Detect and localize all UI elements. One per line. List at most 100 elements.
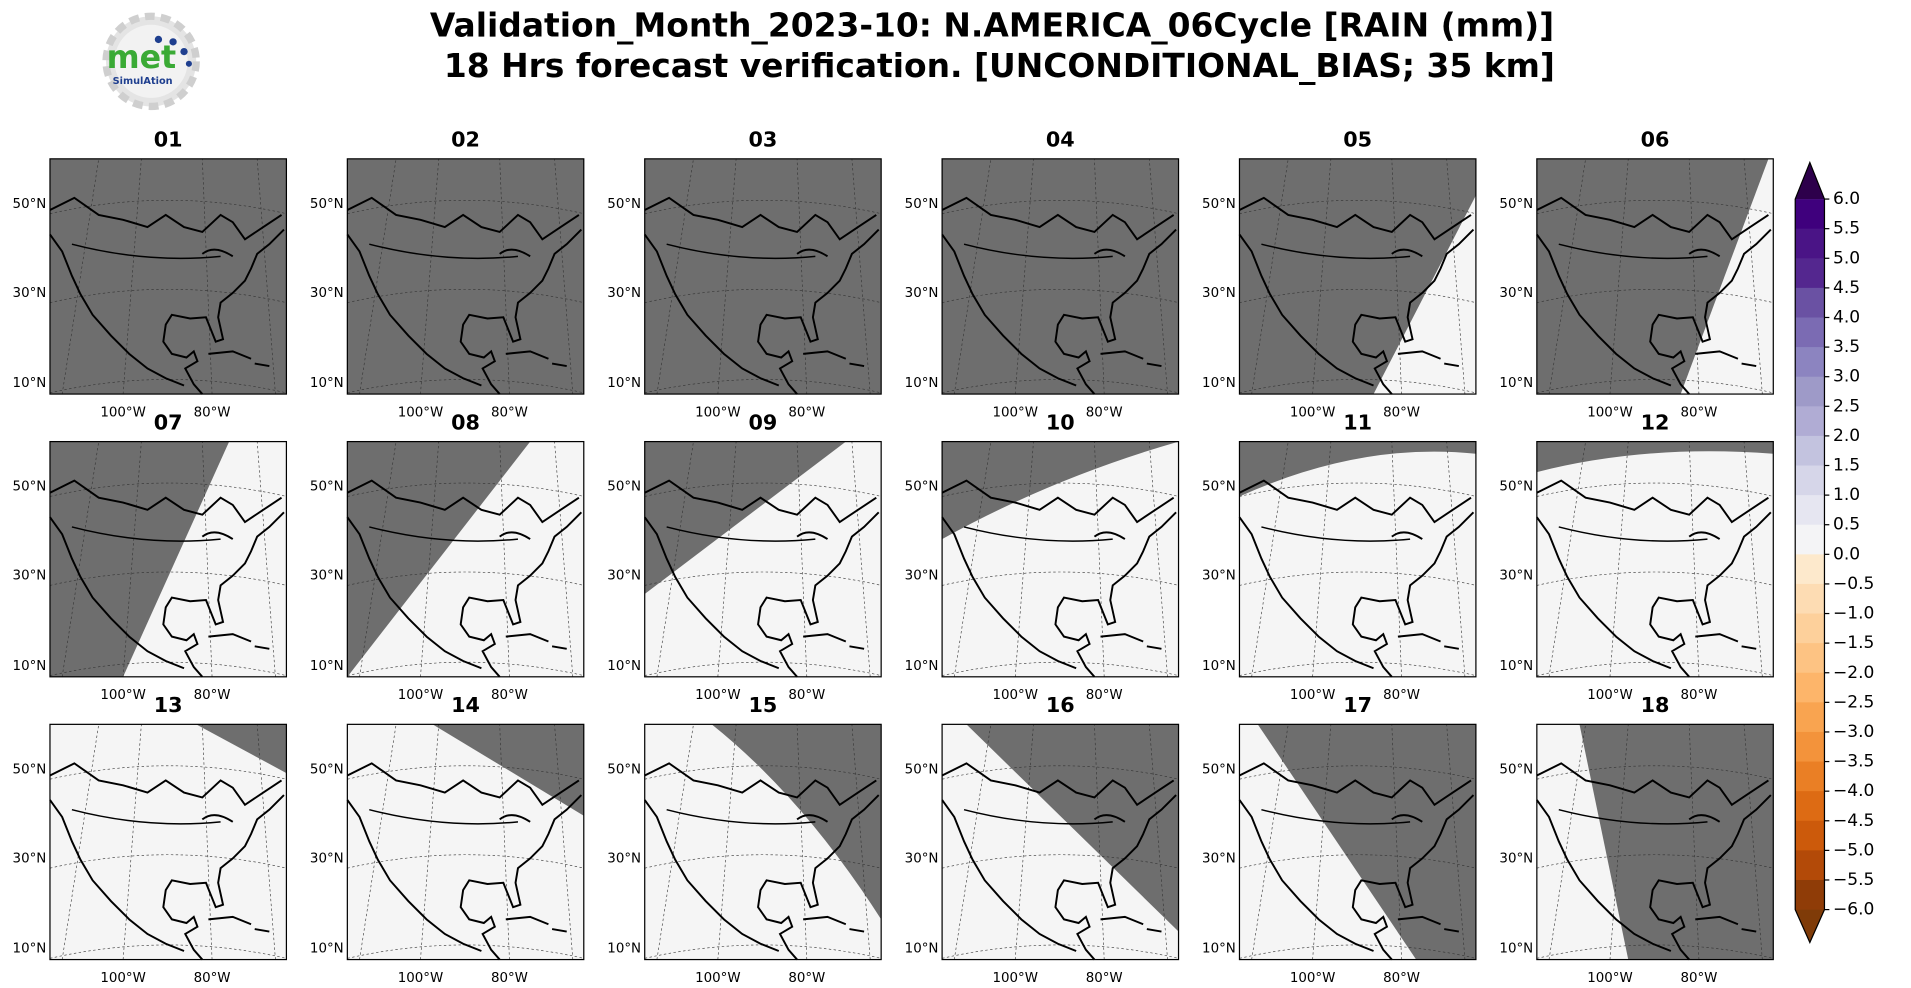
lat-label: 50°N bbox=[1499, 197, 1533, 212]
lat-label: 30°N bbox=[1202, 851, 1236, 866]
lon-label: 80°W bbox=[194, 971, 231, 986]
parallel bbox=[1239, 482, 1476, 497]
meridian bbox=[1014, 441, 1034, 677]
border-line bbox=[71, 808, 221, 825]
map-frame bbox=[644, 440, 882, 678]
coastline bbox=[1238, 479, 1475, 678]
meridian bbox=[717, 724, 737, 960]
map-panel: 12 50°N 30°N 10°N 100°W 80°W bbox=[1499, 410, 1774, 703]
lat-label: 10°N bbox=[905, 376, 939, 391]
meridian bbox=[1743, 441, 1763, 677]
map-panel: 06 50°N 30°N 10°N 100°W 80°W bbox=[1499, 128, 1774, 420]
map-panel: 01 50°N 30°N 10°N 100°W 80°W bbox=[13, 128, 288, 420]
color-band bbox=[1795, 435, 1825, 467]
lat-label: 50°N bbox=[1202, 197, 1236, 212]
lon-label: 80°W bbox=[1086, 405, 1123, 420]
meridian bbox=[717, 158, 737, 395]
map-frame bbox=[1536, 440, 1774, 678]
meridian bbox=[61, 441, 100, 677]
border-line bbox=[369, 808, 519, 825]
color-band bbox=[1795, 524, 1825, 555]
color-band bbox=[1795, 850, 1825, 881]
lat-label: 30°N bbox=[310, 286, 344, 301]
map-frame bbox=[1238, 158, 1477, 395]
meridian bbox=[656, 724, 694, 960]
meridian bbox=[1446, 441, 1466, 677]
color-band bbox=[1795, 820, 1825, 851]
colorbar-tick-label: −1.5 bbox=[1833, 633, 1874, 653]
lat-label: 50°N bbox=[310, 762, 344, 777]
coastline bbox=[643, 196, 880, 395]
parallel bbox=[347, 765, 584, 780]
night-shade bbox=[432, 724, 584, 816]
colorbar-tick-label: 3.0 bbox=[1833, 367, 1860, 387]
parallel bbox=[942, 482, 1179, 497]
lat-label: 30°N bbox=[1202, 569, 1236, 584]
meridian bbox=[256, 158, 276, 395]
meridian bbox=[1148, 158, 1168, 395]
parallel bbox=[644, 571, 882, 586]
meridian bbox=[953, 441, 992, 677]
lat-label: 10°N bbox=[905, 942, 939, 957]
colorbar-tick-label: 0.0 bbox=[1833, 544, 1860, 564]
meridian bbox=[1391, 441, 1402, 677]
meridian bbox=[554, 724, 574, 960]
logo-dot bbox=[180, 47, 188, 56]
colorbar-tick-label: −5.0 bbox=[1833, 840, 1874, 860]
lat-label: 10°N bbox=[1202, 942, 1236, 957]
meridian bbox=[1688, 724, 1700, 960]
logo-sub: SimulAtion bbox=[113, 76, 173, 87]
map-panel: 03 50°N 30°N 10°N 100°W 80°W bbox=[607, 128, 882, 420]
lat-label: 50°N bbox=[13, 762, 47, 777]
parallel bbox=[1536, 854, 1774, 869]
logo-disc bbox=[114, 24, 188, 98]
meridian bbox=[1014, 158, 1034, 395]
title: Validation_Month_2023-10: N.AMERICA_06Cy… bbox=[430, 6, 1554, 45]
panel-title: 01 bbox=[154, 128, 183, 152]
lat-label: 30°N bbox=[905, 569, 939, 584]
color-band bbox=[1795, 672, 1825, 703]
meridian bbox=[796, 441, 808, 677]
map-panel: 04 50°N 30°N 10°N 100°W 80°W bbox=[905, 128, 1180, 420]
meridian bbox=[1312, 158, 1332, 395]
lon-label: 80°W bbox=[491, 971, 528, 986]
parallel bbox=[49, 854, 287, 869]
colorbar-tick-label: −0.5 bbox=[1833, 574, 1874, 594]
colorbar-tick-label: −2.0 bbox=[1833, 663, 1874, 683]
meridian bbox=[1548, 724, 1586, 960]
parallel bbox=[1239, 199, 1476, 214]
night-shade bbox=[347, 441, 531, 677]
meridian bbox=[1743, 724, 1763, 960]
parallel bbox=[347, 199, 584, 214]
map-frame bbox=[1536, 723, 1774, 961]
meridian bbox=[420, 441, 440, 677]
lat-label: 10°N bbox=[310, 659, 344, 674]
night-shade bbox=[1257, 724, 1476, 960]
subtitle: 18 Hrs forecast verification. [UNCONDITI… bbox=[444, 46, 1555, 85]
lat-label: 30°N bbox=[13, 569, 47, 584]
parallel bbox=[49, 765, 287, 780]
panel-title: 07 bbox=[154, 410, 183, 434]
coastline bbox=[941, 479, 1177, 678]
lon-label: 80°W bbox=[491, 688, 528, 703]
colorbar-tick-label: 1.5 bbox=[1833, 456, 1860, 476]
parallel bbox=[1536, 288, 1774, 303]
lon-label: 80°W bbox=[1086, 688, 1123, 703]
meridian bbox=[1688, 441, 1700, 677]
meridian bbox=[122, 724, 142, 960]
night-shade bbox=[1579, 724, 1774, 960]
parallel bbox=[49, 288, 287, 303]
meridian bbox=[851, 724, 871, 960]
coastline bbox=[49, 196, 285, 395]
parallel bbox=[1536, 571, 1774, 586]
colorbar-tick-label: 1.0 bbox=[1833, 485, 1860, 505]
map-panel: 02 50°N 30°N 10°N 100°W 80°W bbox=[310, 128, 585, 420]
lon-label: 100°W bbox=[398, 405, 444, 420]
map-panel: 17 50°N 30°N 10°N 100°W 80°W bbox=[1202, 693, 1477, 986]
color-band bbox=[1795, 199, 1825, 230]
meridian bbox=[953, 158, 992, 395]
parallel bbox=[1536, 199, 1774, 214]
coastline bbox=[643, 762, 880, 961]
color-band bbox=[1795, 879, 1825, 911]
parallel bbox=[644, 482, 882, 497]
